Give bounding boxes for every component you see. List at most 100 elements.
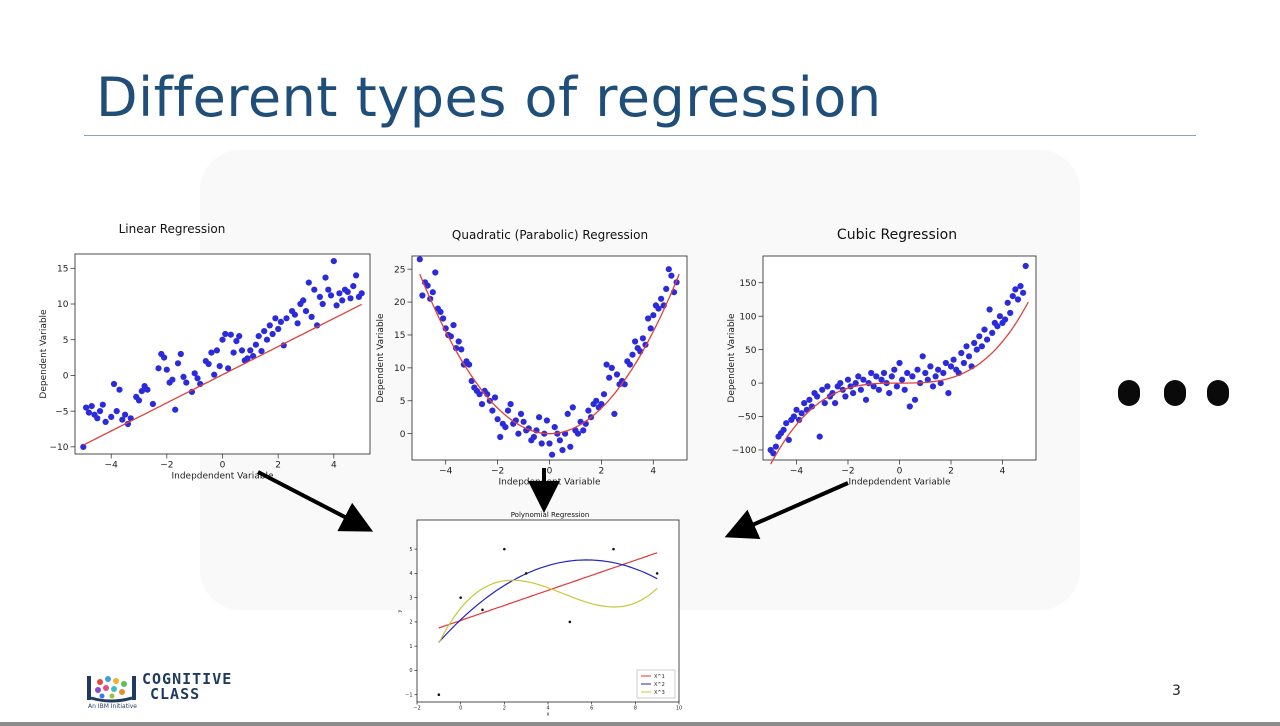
data-point	[520, 418, 527, 425]
data-point	[837, 380, 844, 387]
data-point	[208, 349, 215, 356]
data-point	[909, 373, 916, 380]
data-point	[780, 426, 787, 433]
data-point	[507, 401, 514, 408]
y-tick-label: 0	[63, 372, 69, 382]
x-tick-label: 6	[590, 706, 593, 712]
data-point	[330, 258, 337, 265]
data-point	[793, 406, 800, 413]
data-point	[419, 292, 426, 299]
slide-title: Different types of regression	[96, 66, 882, 129]
y-tick-label: −5	[55, 407, 68, 417]
data-point	[873, 373, 880, 380]
data-point	[85, 409, 92, 416]
cubic-regression-chart: Cubic Regression −4 −2 0 2 4 −100 −50 0 50 100 150…	[715, 224, 1055, 487]
data-point	[250, 353, 257, 360]
data-point	[1002, 316, 1009, 323]
data-point	[138, 388, 145, 395]
data-point	[458, 346, 465, 353]
x-tick-label: 2	[599, 467, 605, 477]
data-point	[855, 373, 862, 380]
x-tick-label: 2	[948, 467, 954, 477]
data-point	[180, 373, 187, 380]
data-point	[574, 430, 582, 437]
y-tick-label: 3	[409, 595, 412, 601]
data-point	[929, 383, 937, 390]
data-point	[932, 373, 939, 380]
data-point	[83, 404, 90, 411]
logo-icon	[87, 676, 136, 703]
data-point	[852, 380, 859, 387]
data-point	[191, 370, 198, 377]
data-point	[878, 376, 885, 383]
legend-label: X^2	[654, 682, 665, 688]
data-point	[258, 348, 265, 355]
data-point	[819, 386, 826, 393]
data-point	[503, 547, 506, 551]
data-point	[163, 366, 170, 373]
data-point	[549, 451, 556, 458]
data-point	[942, 359, 949, 367]
data-point	[440, 315, 447, 322]
data-point	[177, 350, 184, 358]
x-tick-label: 2	[503, 706, 506, 712]
x-tick-label: 4	[1000, 467, 1006, 477]
y-tick-label: 15	[57, 264, 68, 274]
bottom-bar	[0, 722, 1280, 726]
data-point	[272, 315, 279, 322]
series-line	[438, 579, 658, 644]
data-point	[174, 360, 182, 367]
data-point	[668, 272, 675, 279]
data-point	[901, 386, 908, 393]
data-point	[880, 369, 888, 377]
data-point	[155, 365, 162, 372]
data-point	[172, 406, 179, 413]
data-point	[785, 436, 792, 443]
y-tick-label: 5	[400, 397, 406, 407]
data-point	[973, 346, 980, 353]
y-tick-label: 100	[739, 312, 756, 322]
data-point	[647, 325, 654, 332]
data-point	[655, 572, 659, 575]
data-point	[585, 407, 592, 414]
data-point	[564, 410, 571, 417]
ellipsis-dot	[1118, 380, 1140, 406]
data-point	[770, 450, 777, 457]
x-tick-label: −2	[413, 706, 420, 712]
x-tick-label: 4	[331, 461, 337, 471]
data-point	[263, 336, 271, 343]
x-tick-label: 4	[546, 706, 549, 712]
data-point	[1017, 283, 1024, 290]
data-point	[536, 414, 543, 421]
y-tick-label: −10	[50, 443, 69, 453]
fit-line	[83, 303, 362, 446]
data-point	[958, 349, 965, 357]
logo-wordmark: COGNITIVE CLASS	[142, 672, 232, 702]
data-point	[275, 325, 282, 333]
data-point	[862, 396, 870, 403]
data-point	[1022, 262, 1029, 270]
x-tick-label: 0	[220, 461, 226, 471]
data-point	[194, 375, 201, 382]
data-point	[504, 407, 512, 414]
data-point	[453, 345, 460, 352]
legend-label: X^1	[654, 674, 665, 680]
data-point	[478, 401, 486, 408]
plot-frame	[416, 519, 680, 703]
ellipsis-dot	[1207, 380, 1229, 406]
data-point	[875, 386, 882, 393]
arrow-linear-to-poly	[257, 470, 374, 532]
data-point	[546, 440, 553, 447]
data-point	[1014, 296, 1022, 303]
x-tick-label: −4	[439, 467, 453, 477]
data-point	[947, 363, 955, 370]
data-point	[543, 417, 550, 424]
data-point	[1009, 293, 1016, 300]
data-point	[940, 369, 947, 377]
data-point	[950, 356, 957, 363]
data-point	[429, 289, 436, 296]
data-point	[113, 408, 120, 415]
data-point	[1004, 299, 1011, 306]
data-point	[971, 339, 978, 347]
